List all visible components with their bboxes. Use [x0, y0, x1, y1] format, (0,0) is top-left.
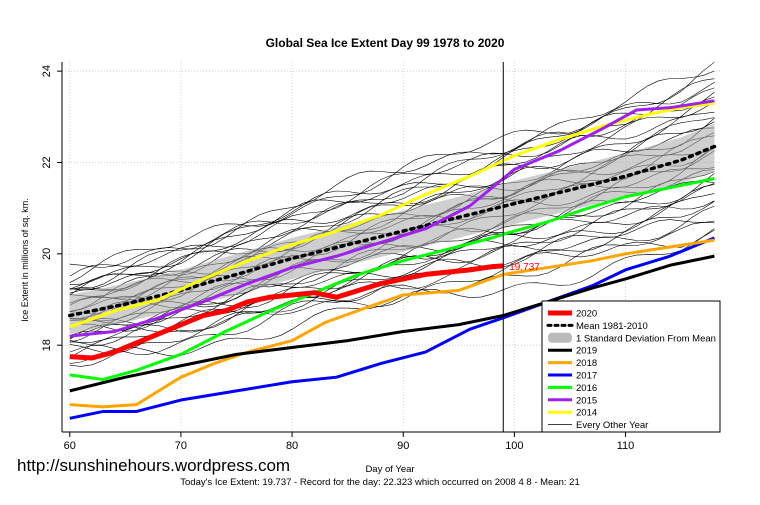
other-year-line	[69, 201, 715, 343]
std-band-area	[69, 123, 715, 334]
legend-label: 2017	[576, 371, 597, 382]
series-line-2016	[69, 177, 715, 381]
other-year-line	[69, 111, 715, 294]
footer-summary: Today's Ice Extent: 19.737 - Record for …	[180, 477, 580, 488]
other-year-line	[69, 219, 715, 354]
legend-label: 2018	[576, 358, 597, 369]
series-line-2019	[69, 254, 715, 393]
legend-label: Mean 1981-2010	[576, 321, 648, 332]
y-axis-title: Ice Extent in millions of sq. km.	[20, 198, 30, 322]
highlighted-series	[68, 99, 717, 420]
other-year-line	[69, 70, 715, 268]
legend-label: 2016	[576, 383, 597, 394]
legend-label: Every Other Year	[576, 420, 648, 431]
other-year-line	[69, 81, 715, 285]
chart-title: Global Sea Ice Extent Day 99 1978 to 202…	[266, 36, 505, 50]
legend-label: 1 Standard Deviation From Mean	[576, 333, 716, 344]
x-axis-title: Day of Year	[365, 464, 415, 475]
other-year-line	[69, 221, 715, 355]
x-tick-label: 100	[505, 440, 523, 452]
other-year-line	[69, 200, 715, 346]
x-tick-label: 110	[617, 440, 635, 452]
y-tick-label: 24	[41, 65, 53, 77]
other-year-line	[69, 96, 715, 296]
series-line-2018	[69, 238, 715, 409]
legend-label: 2014	[576, 408, 597, 419]
legend-box	[541, 300, 721, 433]
y-tick-label: 18	[41, 339, 53, 351]
x-tick-label: 70	[175, 440, 187, 452]
y-tick-label: 22	[41, 156, 53, 168]
x-tick-label: 60	[64, 440, 76, 452]
other-year-line	[69, 228, 715, 367]
y-tick-label: 20	[41, 248, 53, 260]
legend-label: 2020	[576, 309, 597, 320]
x-tick-label: 80	[286, 440, 298, 452]
watermark-url: http://sunshinehours.wordpress.com	[17, 456, 291, 475]
series-line-2020	[69, 263, 504, 361]
series-line-2015	[69, 99, 715, 338]
other-year-line	[69, 91, 715, 290]
current-value-label: 19.737	[509, 262, 540, 273]
std-deviation-band	[69, 123, 715, 334]
series-line-2014	[69, 101, 715, 329]
x-tick-label: 90	[397, 440, 409, 452]
legend-swatch	[548, 332, 572, 343]
legend-label: 2019	[576, 346, 597, 357]
series-line-2017	[69, 236, 716, 420]
legend-label: 2015	[576, 395, 597, 406]
